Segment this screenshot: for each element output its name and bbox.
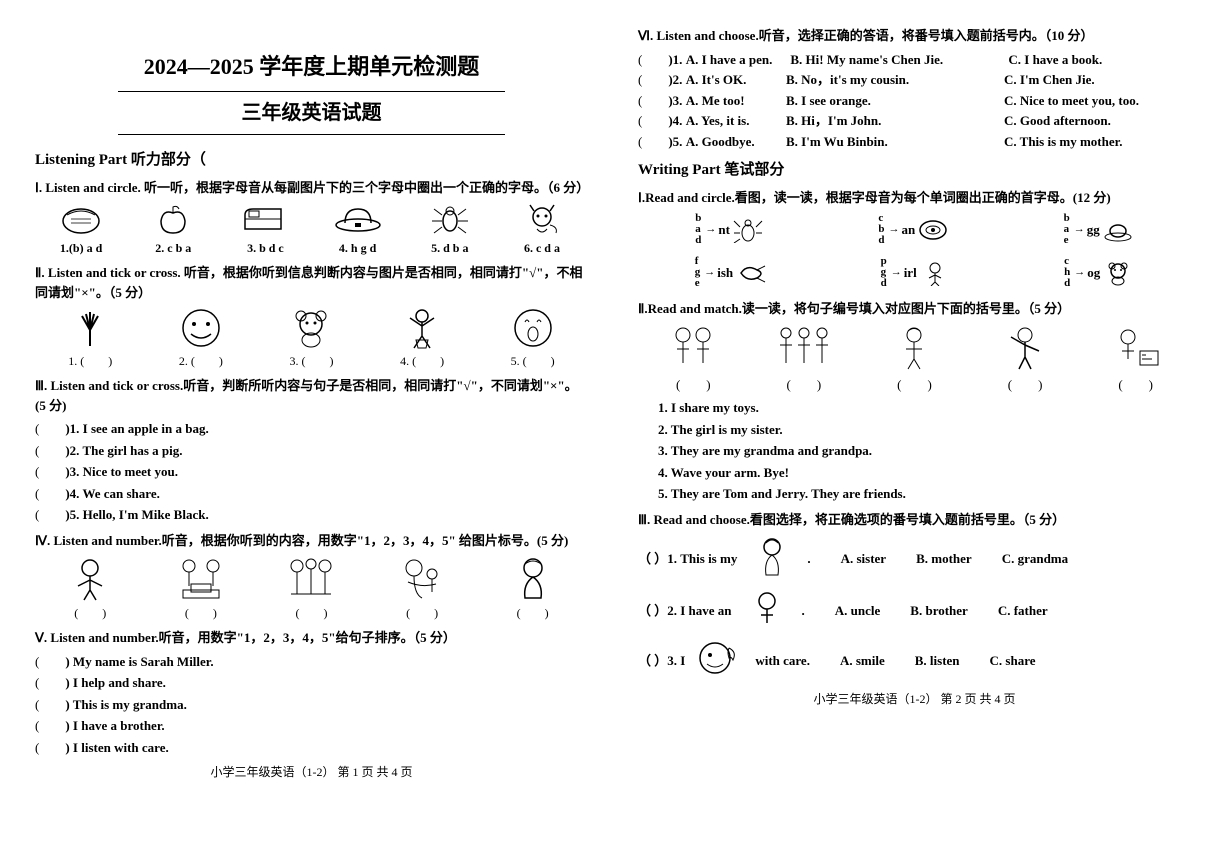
q4-img-2: ( ) [146,554,257,622]
q5-line-1: ( ) My name is Sarah Miller. [35,652,588,672]
q1-img-4: 4. h g d [312,201,404,257]
q6-row-2: ( )2. A. It's OK.B. No，it's my cousin.C.… [638,70,1191,90]
w3-item-1: （ ）1. This is my . A. sister B. mother C… [638,535,1191,583]
q1-head: Ⅰ. Listen and circle. 听一听，根据字母音从每副图片下的三个… [35,178,588,198]
q3l-line-5: ( )5. Hello, I'm Mike Black. [35,505,588,525]
q1-img-3: 3. b d c [219,201,311,257]
q1-img-2: 2. c b a [127,201,219,257]
w2-img-1 [638,323,749,371]
writing-heading: Writing Part 笔试部分 [638,159,1191,182]
w2-head: Ⅱ.Read and match.读一读，将句子编号填入对应图片下面的括号里。（… [638,299,1191,319]
w2-images [638,323,1191,371]
main-title: 2024—2025 学年度上期单元检测题 [35,50,588,83]
q2-img-3: 3. ( ) [256,306,367,370]
w2-img-4 [970,323,1081,371]
w1-item-6: chd→og [1064,256,1134,289]
q3l-head: Ⅲ. Listen and tick or cross.听音，判断所听内容与句子… [35,376,588,415]
q2-img-1: 1. ( ) [35,306,146,370]
w2-line-4: 4. Wave your arm. Bye! [658,463,1191,483]
q1-label-5: 5. d b a [431,241,468,255]
q6-row-5: ( )5. A. Goodbye.B. I'm Wu Binbin.C. Thi… [638,132,1191,152]
footer-2: 小学三年级英语（1-2） 第 2 页 共 4 页 [638,690,1191,708]
w2-img-3 [859,323,970,371]
q5-line-3: ( ) This is my grandma. [35,695,588,715]
w2-line-3: 3. They are my grandma and grandpa. [658,441,1191,461]
w3-head: Ⅲ. Read and choose.看图选择，将正确选项的番号填入题前括号里。… [638,510,1191,530]
page-2: Ⅵ. Listen and choose.听音，选择正确的答语，将番号填入题前括… [613,20,1216,847]
q2-img-2: 2. ( ) [146,306,257,370]
q2-img-4: 4. ( ) [367,306,478,370]
w1-item-5: pgd→irl [881,256,951,289]
q2-img-5: 5. ( ) [477,306,588,370]
w1-item-4: fge→ish [695,256,767,289]
q3l-line-3: ( )3. Nice to meet you. [35,462,588,482]
q3l-line-1: ( )1. I see an apple in a bag. [35,419,588,439]
q4-img-3: ( ) [256,554,367,622]
w1-item-3: bae→gg [1064,213,1134,246]
q2-num-1: 1. [68,354,77,368]
q1-img-6: 6. c d a [496,201,588,257]
q4-img-5: ( ) [477,554,588,622]
w1-head: Ⅰ.Read and circle.看图，读一读，根据字母音为每个单词圈出正确的… [638,188,1191,208]
w2-line-5: 5. They are Tom and Jerry. They are frie… [658,484,1191,504]
q6-row-3: ( )3. A. Me too!B. I see orange.C. Nice … [638,91,1191,111]
q5-line-5: ( ) I listen with care. [35,738,588,758]
w3-item-2: （ ）2. I have an . A. uncle B. brother C.… [638,589,1191,633]
q4-images: ( ) ( ) ( ) ( ) ( ) [35,554,588,622]
q1-img-1: 1.(b) a d [35,201,127,257]
q1-label-1: 1.(b) a d [60,241,102,255]
q6-row-1: ( )1. A. I have a pen.B. Hi! My name's C… [638,50,1191,70]
q1-label-3: 3. b d c [247,241,284,255]
w1-row-2: fge→ish pgd→irl chd→og [638,256,1191,289]
q3l-line-4: ( )4. We can share. [35,484,588,504]
q4-img-4: ( ) [367,554,478,622]
w1-row-1: bad→nt cbd→an bae→gg [638,213,1191,246]
q2-head: Ⅱ. Listen and tick or cross. 听音，根据你听到信息判… [35,263,588,302]
q2-num-5: 5. [511,354,520,368]
w1-item-2: cbd→an [878,213,949,246]
q4-head: Ⅳ. Listen and number.听音，根据你听到的内容，用数字"1，2… [35,531,588,551]
w2-parens: ( )( )( )( )( ) [638,375,1191,395]
q2-num-3: 3. [289,354,298,368]
q6-row-4: ( )4. A. Yes, it is.B. Hi，I'm John.C. Go… [638,111,1191,131]
q1-label-6: 6. c d a [524,241,560,255]
q6-head: Ⅵ. Listen and choose.听音，选择正确的答语，将番号填入题前括… [638,26,1191,46]
w1-item-1: bad→nt [695,213,764,246]
footer-1: 小学三年级英语（1-2） 第 1 页 共 4 页 [35,763,588,781]
q5-line-4: ( ) I have a brother. [35,716,588,736]
q2-images: 1. ( ) 2. ( ) 3. ( ) 4. ( ) 5. ( ) [35,306,588,370]
w2-img-2 [749,323,860,371]
q5-head: Ⅴ. Listen and number.听音，用数字"1，2，3，4，5"给句… [35,628,588,648]
q1-images: 1.(b) a d 2. c b a 3. b d c 4. h g d 5. … [35,201,588,257]
w2-img-5 [1080,323,1191,371]
q1-label-4: 4. h g d [339,241,376,255]
w2-line-1: 1. I share my toys. [658,398,1191,418]
q1-img-5: 5. d b a [404,201,496,257]
q2-num-4: 4. [400,354,409,368]
q4-img-1: ( ) [35,554,146,622]
q1-label-2: 2. c b a [155,241,191,255]
sub-title: 三年级英语试题 [118,91,505,135]
listening-heading: Listening Part 听力部分（ [35,149,588,172]
w3-item-3: （ ）3. I with care. A. smile B. listen C.… [638,638,1191,684]
q5-line-2: ( ) I help and share. [35,673,588,693]
w2-line-2: 2. The girl is my sister. [658,420,1191,440]
page-1: 2024—2025 学年度上期单元检测题 三年级英语试题 Listening P… [10,20,613,847]
q3l-line-2: ( )2. The girl has a pig. [35,441,588,461]
q2-num-2: 2. [179,354,188,368]
